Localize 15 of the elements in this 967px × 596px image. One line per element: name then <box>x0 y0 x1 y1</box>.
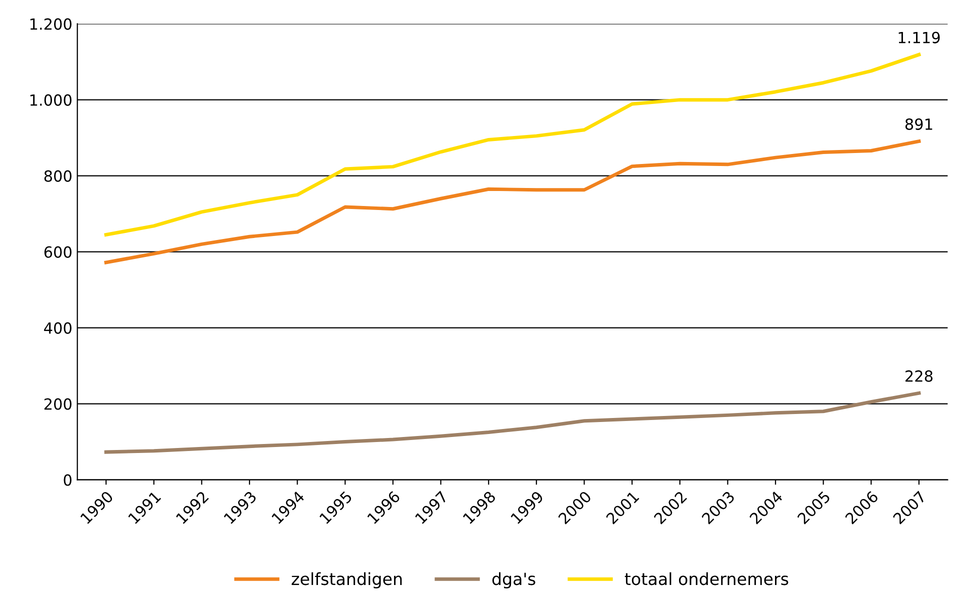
y-tick-label: 1.200 <box>30 18 72 30</box>
y-tick-label: 600 <box>44 246 72 258</box>
legend-label: zelfstandigen <box>292 572 402 588</box>
y-tick-label: 200 <box>44 398 72 410</box>
legend-label: dga's <box>492 572 536 588</box>
line-series <box>104 391 921 454</box>
data-label: 891 <box>905 118 932 130</box>
y-tick-label: 400 <box>44 322 72 334</box>
data-label: 228 <box>906 370 933 382</box>
line-series <box>104 140 921 264</box>
y-tick-label: 1.000 <box>30 94 72 106</box>
y-tick-label: 800 <box>44 170 72 182</box>
legend-label: totaal ondernemers <box>624 572 788 586</box>
data-label: 1.119 <box>898 32 940 44</box>
y-tick-label: 0 <box>64 474 72 486</box>
